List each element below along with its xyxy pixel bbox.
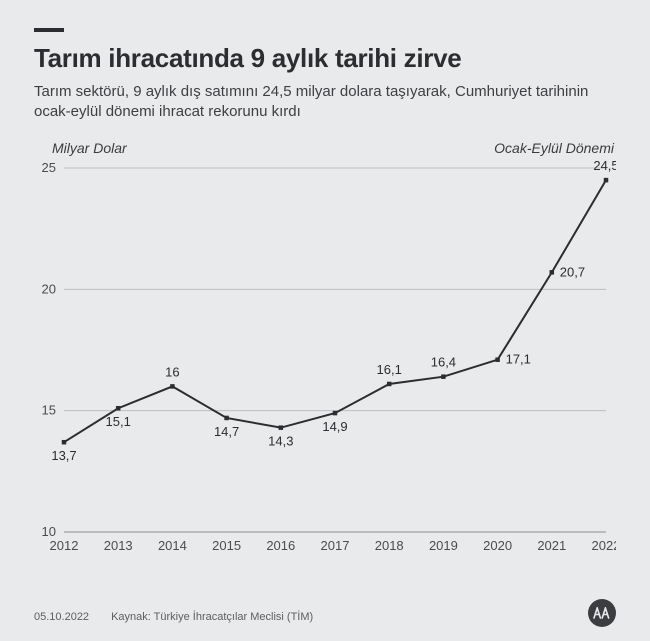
footer-date: 05.10.2022 — [34, 611, 89, 623]
infographic-page: Tarım ihracatında 9 aylık tarihi zirve T… — [0, 0, 650, 641]
svg-text:17,1: 17,1 — [506, 352, 531, 367]
svg-text:2020: 2020 — [483, 538, 512, 553]
svg-text:20: 20 — [42, 282, 56, 297]
svg-text:16: 16 — [165, 365, 179, 380]
y-axis-title: Milyar Dolar — [52, 140, 127, 156]
svg-text:2021: 2021 — [537, 538, 566, 553]
svg-text:13,7: 13,7 — [51, 449, 76, 464]
period-label: Ocak-Eylül Dönemi — [494, 140, 614, 156]
footer: 05.10.2022 Kaynak: Türkiye İhracatçılar … — [34, 611, 616, 623]
svg-text:10: 10 — [42, 524, 56, 539]
page-title: Tarım ihracatında 9 aylık tarihi zirve — [34, 44, 616, 74]
svg-text:2018: 2018 — [375, 538, 404, 553]
svg-text:2016: 2016 — [266, 538, 295, 553]
svg-text:15: 15 — [42, 403, 56, 418]
chart-top-labels: Milyar Dolar Ocak-Eylül Dönemi — [34, 140, 616, 156]
svg-text:14,9: 14,9 — [322, 419, 347, 434]
svg-text:2017: 2017 — [321, 538, 350, 553]
svg-text:2014: 2014 — [158, 538, 187, 553]
svg-text:2019: 2019 — [429, 538, 458, 553]
footer-source: Kaynak: Türkiye İhracatçılar Meclisi (Tİ… — [111, 611, 313, 623]
svg-text:2013: 2013 — [104, 538, 133, 553]
svg-text:16,1: 16,1 — [377, 362, 402, 377]
svg-text:16,4: 16,4 — [431, 355, 456, 370]
aa-logo-icon — [588, 599, 616, 627]
svg-text:25: 25 — [42, 160, 56, 175]
page-subtitle: Tarım sektörü, 9 aylık dış satımını 24,5… — [34, 82, 594, 123]
svg-text:2015: 2015 — [212, 538, 241, 553]
line-chart: 10 15 20 25 2012 2013 2014 2015 2016 2017 2018 2019… — [34, 158, 616, 558]
svg-text:24,5: 24,5 — [593, 159, 616, 174]
svg-text:2012: 2012 — [50, 538, 79, 553]
svg-text:15,1: 15,1 — [106, 415, 131, 430]
svg-text:14,7: 14,7 — [214, 424, 239, 439]
chart-svg: 10 15 20 25 2012 2013 2014 2015 2016 2017 2018 2019… — [34, 158, 616, 558]
svg-text:20,7: 20,7 — [560, 265, 585, 280]
accent-bar — [34, 28, 64, 32]
svg-text:2022: 2022 — [592, 538, 616, 553]
svg-text:14,3: 14,3 — [268, 434, 293, 449]
